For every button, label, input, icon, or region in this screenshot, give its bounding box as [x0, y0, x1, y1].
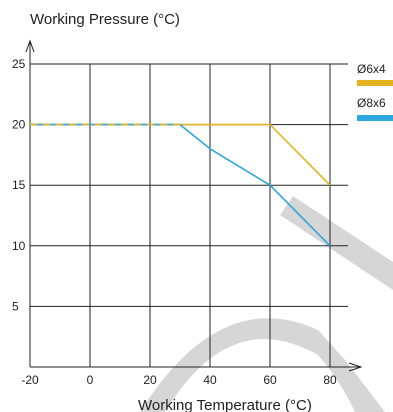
- legend-label-series-2: Ø8x6: [357, 96, 386, 110]
- x-axis-label: Working Temperature (°C): [138, 397, 312, 412]
- axes: [25, 39, 363, 372]
- tick-labels: -20 0 20 40 60 80 5 10 15 20 25: [12, 57, 337, 387]
- x-axis-arrow: [348, 362, 363, 372]
- legend-label-series-1: Ø6x4: [357, 62, 386, 76]
- x-tick-label-0: -20: [21, 373, 39, 387]
- series-line-2: [30, 123, 331, 247]
- series-line-1: [30, 123, 331, 186]
- x-tick-label-5: 80: [323, 373, 337, 387]
- y-axis-label: Working Pressure (°C): [30, 11, 180, 28]
- x-tick-label-4: 60: [263, 373, 277, 387]
- x-tick-label-3: 40: [203, 373, 217, 387]
- legend-swatch-series-1: [357, 80, 393, 86]
- y-tick-label-0: 5: [12, 299, 19, 313]
- y-tick-label-1: 10: [12, 239, 26, 253]
- series-lines: [30, 123, 331, 247]
- x-tick-label-2: 20: [143, 373, 157, 387]
- y-tick-label-3: 20: [12, 118, 26, 132]
- legend-swatch-series-2: [357, 115, 393, 121]
- x-tick-label-1: 0: [87, 373, 94, 387]
- y-tick-label-2: 15: [12, 178, 26, 192]
- y-tick-label-4: 25: [12, 57, 26, 71]
- y-axis-arrow: [25, 39, 35, 53]
- watermark-graphic: [140, 196, 393, 412]
- legend: Ø6x4 Ø8x6: [357, 62, 393, 121]
